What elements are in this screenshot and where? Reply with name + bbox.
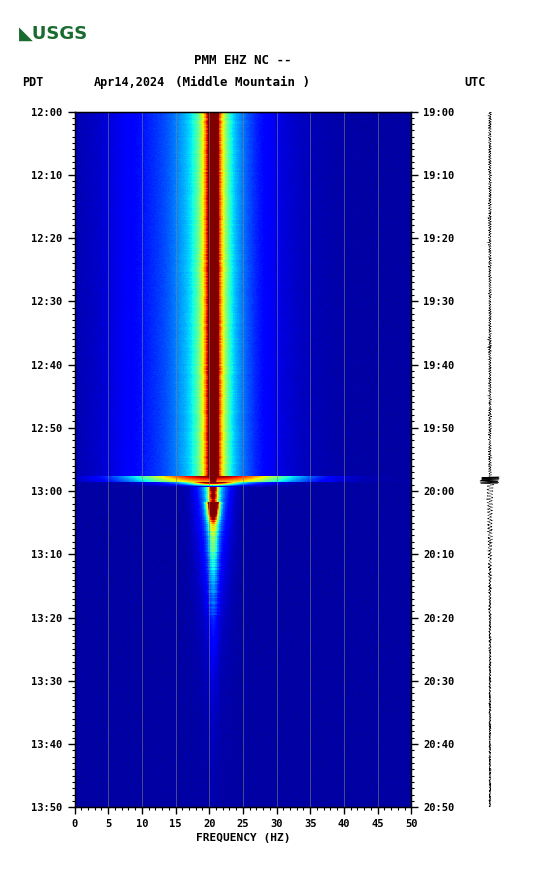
Text: PDT: PDT xyxy=(22,76,44,88)
X-axis label: FREQUENCY (HZ): FREQUENCY (HZ) xyxy=(195,833,290,843)
Text: Apr14,2024: Apr14,2024 xyxy=(94,76,165,88)
Text: PMM EHZ NC --: PMM EHZ NC -- xyxy=(194,54,291,67)
Text: UTC: UTC xyxy=(464,76,486,88)
Text: (Middle Mountain ): (Middle Mountain ) xyxy=(176,76,310,88)
Text: ◣USGS: ◣USGS xyxy=(19,25,88,43)
